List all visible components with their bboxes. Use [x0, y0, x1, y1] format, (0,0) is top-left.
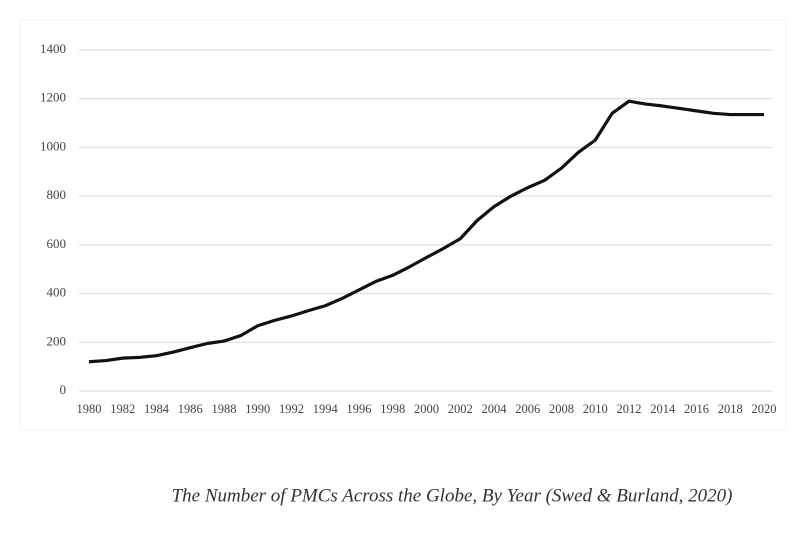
y-tick-label: 0 — [60, 382, 67, 397]
y-tick-label: 600 — [47, 236, 67, 251]
x-tick-label: 2004 — [482, 402, 508, 416]
y-tick-label: 800 — [47, 187, 67, 202]
x-tick-label: 1982 — [110, 402, 135, 416]
x-tick-label: 2014 — [650, 402, 676, 416]
x-tick-label: 1980 — [77, 402, 102, 416]
x-tick-label: 1984 — [144, 402, 170, 416]
x-tick-label: 1996 — [347, 402, 372, 416]
chart-caption: The Number of PMCs Across the Globe, By … — [172, 485, 733, 506]
x-tick-label: 2012 — [617, 402, 642, 416]
chart-frame — [19, 19, 787, 431]
x-tick-label: 1998 — [380, 402, 405, 416]
x-tick-label: 2008 — [549, 402, 574, 416]
x-tick-label: 2018 — [718, 402, 743, 416]
x-tick-label: 2010 — [583, 402, 608, 416]
y-tick-label: 200 — [47, 333, 67, 348]
data-line — [88, 99, 764, 364]
x-tick-label: 2016 — [684, 402, 709, 416]
x-tick-label: 2006 — [515, 402, 540, 416]
x-tick-label: 1986 — [178, 402, 203, 416]
x-tick-label: 2000 — [414, 402, 439, 416]
x-tick-label: 2020 — [752, 402, 777, 416]
x-tick-label: 2002 — [448, 402, 473, 416]
y-tick-label: 1200 — [40, 90, 66, 105]
x-tick-label: 1994 — [313, 402, 339, 416]
y-tick-label: 1000 — [40, 138, 66, 153]
y-tick-label: 1400 — [40, 41, 66, 56]
x-tick-label: 1988 — [212, 402, 237, 416]
x-tick-label: 1992 — [279, 402, 304, 416]
y-tick-label: 400 — [47, 285, 67, 300]
x-tick-label: 1990 — [245, 402, 270, 416]
